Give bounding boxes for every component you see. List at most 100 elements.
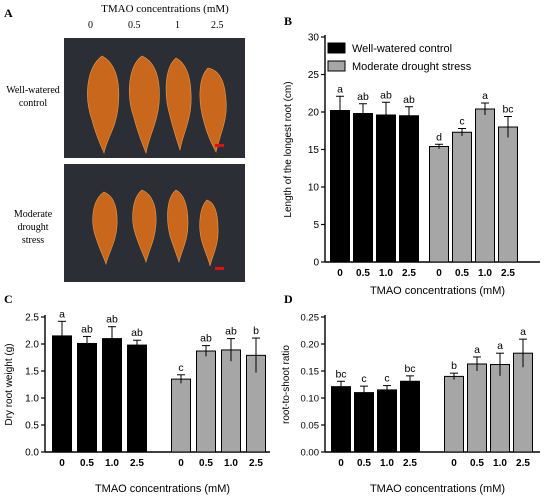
y-tick-label: 15 <box>308 145 320 156</box>
legend-swatch <box>327 60 346 72</box>
root-system-image <box>132 189 157 264</box>
significance-letter: bc <box>502 104 513 116</box>
significance-letter: a <box>474 344 480 356</box>
bar <box>452 131 472 263</box>
significance-letter: c <box>384 373 389 385</box>
x-tick-label: 1.0 <box>105 458 119 469</box>
x-tick-label: 0 <box>337 268 343 279</box>
root-system-image <box>167 189 189 264</box>
photo-drought <box>64 164 245 282</box>
x-tick-label: 0.5 <box>356 268 370 279</box>
photo-well-watered <box>64 38 245 158</box>
root-system-image <box>199 199 219 267</box>
bar <box>399 115 419 263</box>
panel-letter-c: C <box>4 292 13 306</box>
significance-letter: ab <box>225 326 237 338</box>
bar <box>331 386 351 453</box>
y-tick-label: 30 <box>308 33 320 44</box>
root-system-image <box>92 191 118 266</box>
scale-bar <box>215 267 224 270</box>
bar <box>171 378 191 453</box>
x-tick-label: 1.0 <box>380 458 394 469</box>
significance-letter: b <box>451 360 457 372</box>
y-tick-label: 5 <box>313 220 319 231</box>
x-tick-label: 0 <box>178 458 184 469</box>
x-tick-label: 1.0 <box>379 268 393 279</box>
bar <box>498 126 518 263</box>
x-axis-label: TMAO concentrations (mM) <box>370 285 505 297</box>
y-tick-label: 1.0 <box>25 394 39 405</box>
photo-title: TMAO concentrations (mM) <box>101 3 229 15</box>
significance-letter: ab <box>403 94 415 106</box>
y-tick-label: 0.25 <box>301 313 320 324</box>
significance-letter: c <box>459 116 464 128</box>
significance-letter: bc <box>335 368 346 380</box>
x-tick-label: 0 <box>436 268 442 279</box>
x-tick-label: 2.5 <box>403 458 417 469</box>
y-tick-label: 2.0 <box>25 340 39 351</box>
y-tick-label: 0.5 <box>25 421 39 432</box>
bar <box>490 364 510 453</box>
panel-letter-b: B <box>284 14 293 28</box>
significance-letter: c <box>178 362 183 374</box>
y-tick-label: 0.20 <box>301 340 320 351</box>
bar <box>221 349 241 453</box>
x-tick-label: 2.5 <box>130 458 144 469</box>
bar <box>467 363 487 453</box>
bar <box>354 392 374 453</box>
y-tick-label: 0.00 <box>301 448 320 459</box>
significance-letter: a <box>59 308 65 320</box>
x-tick-label: 0.5 <box>357 458 371 469</box>
photo-conc-label: 2.5 <box>211 20 224 31</box>
bar <box>377 389 397 453</box>
significance-letter: ab <box>131 327 143 339</box>
y-tick-label: 0 <box>313 258 319 269</box>
x-tick-label: 2.5 <box>501 268 515 279</box>
significance-letter: a <box>482 90 488 102</box>
x-tick-label: 0 <box>338 458 344 469</box>
x-tick-label: 0.5 <box>470 458 484 469</box>
legend-label: Moderate drought stress <box>352 61 472 73</box>
root-system-image <box>87 55 120 155</box>
y-tick-label: 0.0 <box>25 448 39 459</box>
legend-swatch <box>327 42 346 54</box>
x-tick-label: 1.0 <box>493 458 507 469</box>
photo-conc-label: 1 <box>175 20 180 31</box>
y-tick-label: 0.10 <box>301 394 320 405</box>
bar <box>513 352 533 453</box>
bar <box>429 146 449 263</box>
significance-letter: d <box>436 131 442 143</box>
photo-row-label-control: Well-watered control <box>6 85 60 109</box>
y-axis-label: Length of the longest root (cm) <box>283 81 294 217</box>
bar <box>330 110 350 263</box>
x-tick-label: 0.5 <box>199 458 213 469</box>
bar <box>102 338 122 453</box>
significance-letter: bc <box>404 363 415 375</box>
y-axis-label: root-to-shoot ratio <box>281 345 292 424</box>
legend-label: Well-watered control <box>352 43 452 55</box>
x-tick-label: 2.5 <box>516 458 530 469</box>
x-tick-label: 0 <box>59 458 65 469</box>
scale-bar <box>215 144 224 147</box>
significance-letter: c <box>361 373 366 385</box>
bar <box>127 344 147 453</box>
bar <box>77 342 97 453</box>
bar <box>52 335 72 453</box>
significance-letter: a <box>520 326 526 338</box>
x-axis-label: TMAO concentrations (mM) <box>370 483 505 495</box>
significance-letter: ab <box>106 314 118 326</box>
bar <box>353 113 373 263</box>
bar <box>376 114 396 263</box>
x-tick-label: 2.5 <box>249 458 263 469</box>
root-system-image <box>199 67 227 153</box>
photo-conc-label: 0.5 <box>128 20 141 31</box>
x-tick-label: 0 <box>451 458 457 469</box>
x-tick-label: 2.5 <box>402 268 416 279</box>
bar <box>475 108 495 263</box>
y-tick-label: 1.5 <box>25 367 39 378</box>
y-tick-label: 25 <box>308 70 320 81</box>
x-tick-label: 0.5 <box>455 268 469 279</box>
significance-letter: a <box>497 340 503 352</box>
significance-letter: ab <box>200 333 212 345</box>
